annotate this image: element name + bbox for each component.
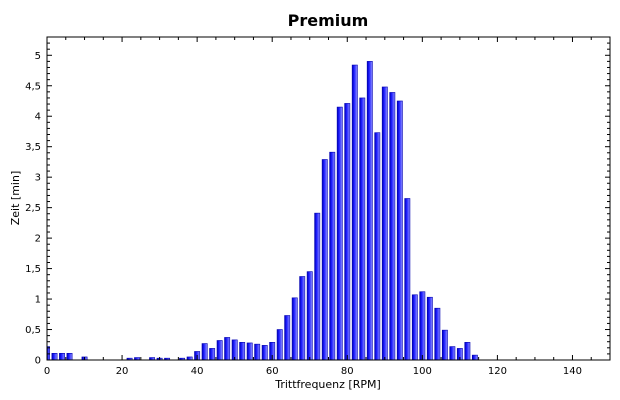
x-axis-label: Trittfrequenz [RPM] [274, 378, 381, 391]
y-tick-label: 3 [35, 173, 41, 184]
y-tick-label: 4 [35, 112, 41, 123]
bar [359, 97, 366, 361]
bar [426, 296, 433, 361]
y-tick-label: 0 [35, 356, 41, 367]
bar [471, 354, 478, 361]
bar [201, 343, 208, 361]
bar [306, 271, 313, 361]
bar-series [46, 61, 478, 361]
bar [449, 346, 456, 361]
plot-frame [46, 36, 611, 361]
y-tick-label: 2,5 [25, 203, 41, 214]
bar [396, 100, 403, 361]
y-tick-label: 3,5 [25, 142, 41, 153]
bar [51, 352, 58, 361]
bar [351, 64, 358, 361]
y-axis: 0 0,5 1 1,5 2 2,5 3 3,5 4 4,5 5 [25, 42, 610, 367]
y-tick-label: 4,5 [25, 81, 41, 92]
bar [66, 352, 73, 361]
bar [239, 342, 246, 361]
bar [321, 159, 328, 361]
bar [59, 352, 65, 361]
x-tick-label: 60 [266, 366, 279, 377]
x-tick-label: 100 [413, 366, 432, 377]
bar [276, 329, 283, 361]
bar [344, 103, 351, 361]
y-axis-label: Zeit [min] [9, 171, 22, 226]
bar [389, 92, 396, 361]
chart-title: Premium [288, 11, 369, 30]
y-tick-label: 5 [35, 51, 41, 62]
bar [299, 276, 306, 361]
bar [291, 297, 298, 361]
bar [464, 342, 471, 361]
bar [366, 61, 373, 361]
y-tick-label: 1 [35, 295, 41, 306]
bar [284, 315, 291, 361]
bar [374, 132, 381, 361]
x-tick-label: 80 [341, 366, 354, 377]
x-tick-label: 20 [116, 366, 129, 377]
y-tick-label: 2 [35, 234, 41, 245]
bar [441, 329, 448, 361]
bar [224, 337, 231, 361]
x-tick-label: 0 [44, 366, 50, 377]
bar [261, 345, 268, 361]
bar [216, 340, 223, 361]
y-tick-label: 1,5 [25, 264, 41, 275]
x-tick-label: 120 [488, 366, 507, 377]
bar [434, 307, 441, 361]
x-axis: 0 20 40 60 80 100 120 140 [44, 37, 611, 377]
x-tick-label: 140 [563, 366, 582, 377]
bar [254, 343, 261, 361]
bar [329, 151, 336, 361]
bar [209, 348, 216, 361]
bar [231, 339, 238, 361]
bar [336, 106, 343, 361]
bar [381, 86, 388, 361]
bar [419, 291, 426, 361]
y-tick-label: 0,5 [25, 325, 41, 336]
x-tick-label: 40 [191, 366, 204, 377]
bar [404, 198, 411, 361]
bar [246, 342, 253, 361]
bar [411, 294, 418, 361]
bar [314, 212, 321, 361]
